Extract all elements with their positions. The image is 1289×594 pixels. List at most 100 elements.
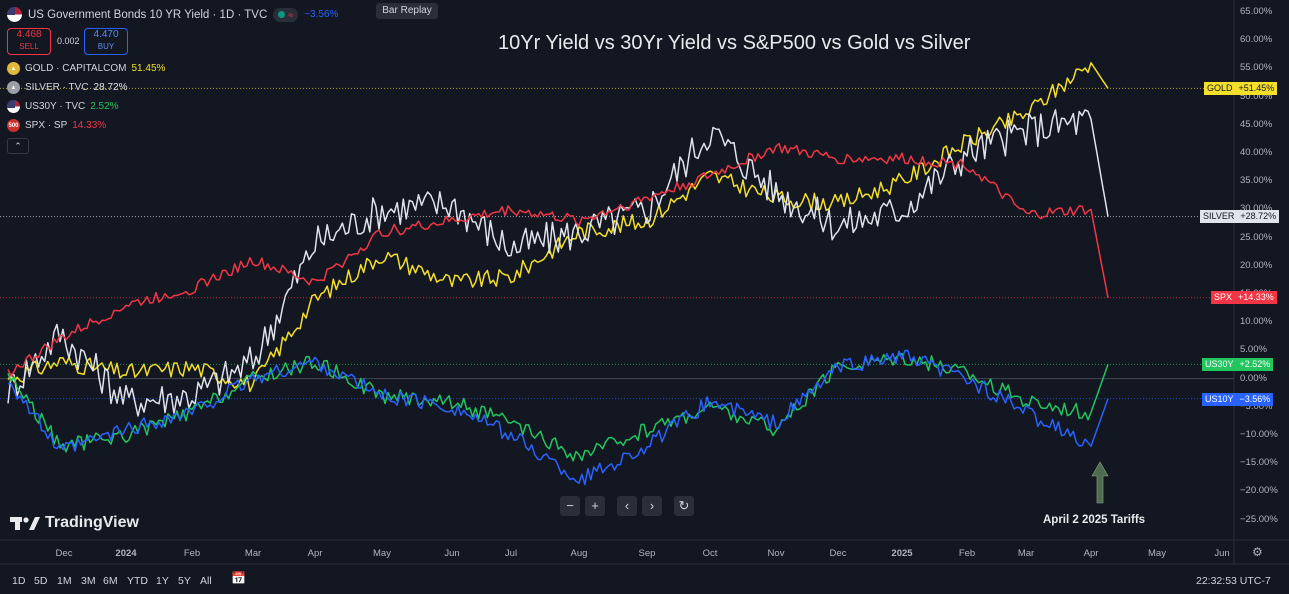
x-axis-tick-label: Mar: [244, 548, 262, 559]
y-axis-tick-label: 45.00%: [1240, 118, 1273, 130]
spread-value: 0.002: [57, 36, 80, 46]
price-tag-us10y: US10Y −3.56%: [1202, 393, 1274, 406]
buy-label: BUY: [97, 42, 115, 51]
arrow-annotation: [1091, 461, 1109, 504]
timeframe-button-ytd[interactable]: YTD: [127, 575, 148, 587]
series-line-spx[interactable]: [7, 142, 1109, 377]
legend-spx-value: 14.33%: [72, 120, 107, 131]
series-line-silver[interactable]: [7, 109, 1109, 417]
legend-gold-value: 51.45%: [131, 63, 166, 74]
silver-icon: ▲: [7, 81, 20, 94]
price-tag-gold: GOLD +51.45%: [1204, 82, 1278, 95]
timeframe-button-5d[interactable]: 5D: [34, 575, 48, 587]
scroll-right-button[interactable]: ›: [642, 496, 662, 516]
timeframe-button-6m[interactable]: 6M: [103, 575, 118, 587]
sell-button[interactable]: 4.468 SELL: [7, 28, 51, 55]
x-axis-tick-label: Jun: [1214, 548, 1230, 559]
y-axis-tick-label: 65.00%: [1240, 6, 1273, 17]
watermark-text: TradingView: [45, 514, 139, 531]
alert-icon: ≈: [288, 9, 294, 20]
scroll-left-button[interactable]: ‹: [617, 496, 637, 516]
spx-icon: 500: [7, 119, 20, 132]
y-axis-tick-label: 20.00%: [1240, 259, 1273, 271]
gold-icon: ▲: [7, 62, 20, 75]
y-axis-tick-label: −15.00%: [1240, 457, 1278, 469]
timeframe-button-1d[interactable]: 1D: [12, 575, 26, 587]
series-line-us30y[interactable]: [7, 352, 1109, 462]
x-axis-tick-label: May: [1148, 548, 1166, 559]
series-line-gold[interactable]: [7, 62, 1109, 393]
symbol-change: −3.56%: [304, 9, 339, 20]
date-range-calendar-icon[interactable]: 📅: [231, 571, 246, 585]
x-axis-tick-label: Nov: [767, 548, 785, 559]
legend-silver-value: 28.72%: [93, 82, 128, 93]
clock[interactable]: 22:32:53 UTC-7: [1196, 575, 1271, 587]
legend-gold-name: GOLD · CAPITALCOM: [25, 63, 127, 74]
y-axis-tick-label: 50.00%: [1240, 90, 1273, 102]
buy-button[interactable]: 4.470 BUY: [84, 28, 128, 55]
chevron-up-icon: ⌃: [14, 141, 22, 151]
legend-spx[interactable]: 500 SPX · SP 14.33%: [7, 119, 106, 132]
symbol-title[interactable]: US Government Bonds 10 YR Yield · 1D · T…: [28, 8, 268, 21]
y-axis-tick-label: 25.00%: [1240, 231, 1273, 243]
x-axis-tick-label: Dec: [829, 548, 847, 559]
tradingview-watermark: TradingView: [10, 514, 139, 532]
legend-us30y-name: US30Y · TVC: [25, 101, 86, 112]
annotation-title[interactable]: 10Yr Yield vs 30Yr Yield vs S&P500 vs Go…: [498, 32, 971, 54]
x-axis-tick-label: Jul: [504, 548, 518, 559]
bar-replay-button[interactable]: Bar Replay: [376, 3, 438, 19]
zoom-in-button[interactable]: +: [585, 496, 605, 516]
x-axis-tick-label: Sep: [638, 548, 656, 559]
x-axis-tick-label: Feb: [958, 548, 976, 559]
timeframe-button-all[interactable]: All: [200, 575, 212, 587]
buy-price: 4.470: [93, 29, 119, 40]
y-axis-tick-label: 30.00%: [1240, 203, 1273, 215]
reset-chart-button[interactable]: ↻: [674, 496, 694, 516]
legend-silver-name: SILVER · TVC: [25, 82, 89, 93]
y-axis-tick-label: 55.00%: [1240, 62, 1273, 74]
x-axis-tick-label: Dec: [55, 548, 73, 559]
legend-silver[interactable]: ▲ SILVER · TVC 28.72%: [7, 81, 127, 94]
x-axis-tick-label: 2024: [115, 548, 137, 559]
tradingview-logo-icon: [10, 516, 40, 530]
market-status-dot-icon: [278, 11, 286, 18]
y-axis-tick-label: 10.00%: [1240, 316, 1273, 328]
x-axis-tick-label: 2025: [891, 548, 913, 559]
sell-price: 4.468: [16, 29, 42, 40]
y-axis-tick-label: 35.00%: [1240, 175, 1273, 187]
x-axis-tick-label: Feb: [183, 548, 201, 559]
timeframe-button-5y[interactable]: 5Y: [178, 575, 191, 587]
timeframe-button-1m[interactable]: 1M: [57, 575, 72, 587]
y-axis-tick-label: −5.00%: [1240, 400, 1273, 412]
x-axis-tick-label: Apr: [307, 548, 323, 559]
timeframe-button-3m[interactable]: 3M: [81, 575, 96, 587]
x-axis-tick-label: Jun: [444, 548, 460, 559]
annotation-tariffs[interactable]: April 2 2025 Tariffs: [1043, 514, 1146, 526]
y-axis-tick-label: −25.00%: [1240, 513, 1278, 525]
x-axis-tick-label: Apr: [1083, 548, 1099, 559]
us-flag-icon: [7, 7, 22, 22]
legend-gold[interactable]: ▲ GOLD · CAPITALCOM 51.45%: [7, 62, 165, 75]
x-axis-tick-label: Mar: [1017, 548, 1035, 559]
y-axis-tick-label: 40.00%: [1240, 147, 1273, 158]
price-tag-us30y: US30Y +2.52%: [1202, 358, 1274, 371]
series-line-us10y[interactable]: [7, 349, 1109, 486]
y-axis-tick-label: −10.00%: [1240, 429, 1278, 440]
x-axis-tick-label: Aug: [570, 548, 588, 559]
price-tag-spx: SPX +14.33%: [1211, 291, 1277, 304]
y-axis-tick-label: 0.00%: [1240, 372, 1267, 384]
legend-us30y[interactable]: US30Y · TVC 2.52%: [7, 100, 119, 113]
settings-gear-icon[interactable]: ⚙: [1252, 545, 1263, 559]
zoom-out-button[interactable]: −: [560, 496, 580, 516]
sell-label: SELL: [19, 42, 39, 51]
legend-us30y-value: 2.52%: [90, 101, 119, 112]
y-axis-tick-label: 5.00%: [1240, 344, 1267, 356]
symbol-header[interactable]: US Government Bonds 10 YR Yield · 1D · T…: [7, 7, 338, 22]
us-flag-icon: [7, 100, 20, 113]
timeframe-button-1y[interactable]: 1Y: [156, 575, 169, 587]
x-axis-tick-label: May: [373, 548, 391, 559]
status-pill[interactable]: ≈: [273, 7, 299, 22]
legend-spx-name: SPX · SP: [25, 120, 68, 131]
legend-collapse-button[interactable]: ⌃: [7, 138, 29, 154]
